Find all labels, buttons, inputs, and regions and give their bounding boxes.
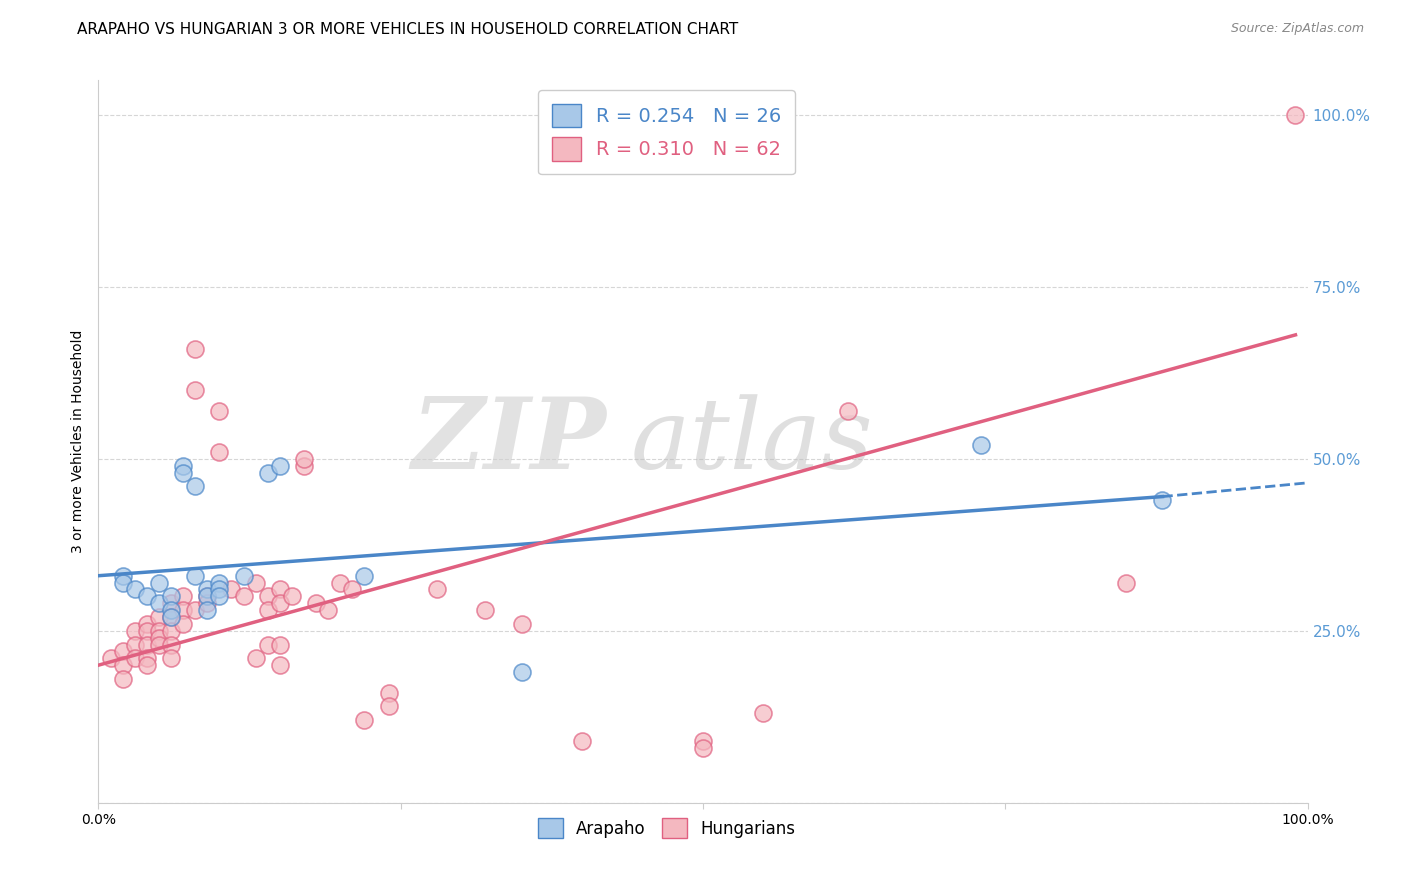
Point bbox=[135, 651, 157, 665]
Point bbox=[245, 575, 267, 590]
Point bbox=[124, 651, 146, 665]
Point bbox=[148, 610, 170, 624]
Point bbox=[208, 403, 231, 417]
Point bbox=[135, 658, 157, 673]
Point bbox=[256, 590, 278, 604]
Point bbox=[172, 616, 194, 631]
Point bbox=[970, 438, 993, 452]
Point bbox=[232, 568, 254, 582]
Point bbox=[269, 638, 291, 652]
Point bbox=[172, 590, 194, 604]
Point bbox=[195, 582, 218, 597]
Point bbox=[111, 658, 134, 673]
Point bbox=[172, 603, 194, 617]
Point bbox=[329, 575, 352, 590]
Point bbox=[111, 644, 134, 658]
Point bbox=[172, 458, 194, 473]
Point bbox=[692, 734, 714, 748]
Point bbox=[148, 638, 170, 652]
Point bbox=[571, 734, 593, 748]
Point bbox=[474, 603, 496, 617]
Point bbox=[195, 596, 218, 610]
Point bbox=[195, 590, 218, 604]
Point bbox=[124, 582, 146, 597]
Point bbox=[135, 638, 157, 652]
Point bbox=[377, 699, 399, 714]
Point bbox=[426, 582, 449, 597]
Point bbox=[184, 479, 207, 493]
Point bbox=[160, 651, 183, 665]
Point bbox=[148, 596, 170, 610]
Point bbox=[208, 590, 231, 604]
Point bbox=[148, 575, 170, 590]
Point bbox=[269, 658, 291, 673]
Point bbox=[269, 582, 291, 597]
Point bbox=[510, 665, 533, 679]
Point bbox=[160, 610, 183, 624]
Point bbox=[221, 582, 243, 597]
Point bbox=[269, 458, 291, 473]
Point bbox=[195, 603, 218, 617]
Point bbox=[111, 672, 134, 686]
Legend: Arapaho, Hungarians: Arapaho, Hungarians bbox=[531, 812, 803, 845]
Point bbox=[752, 706, 775, 721]
Point bbox=[184, 383, 207, 397]
Point bbox=[305, 596, 328, 610]
Point bbox=[353, 713, 375, 727]
Point bbox=[160, 610, 183, 624]
Point bbox=[160, 603, 183, 617]
Point bbox=[245, 651, 267, 665]
Point bbox=[208, 582, 231, 597]
Point bbox=[510, 616, 533, 631]
Point bbox=[232, 590, 254, 604]
Point bbox=[316, 603, 339, 617]
Point bbox=[148, 624, 170, 638]
Point bbox=[692, 740, 714, 755]
Point bbox=[292, 458, 315, 473]
Point bbox=[184, 568, 207, 582]
Point bbox=[195, 590, 218, 604]
Point bbox=[124, 638, 146, 652]
Point bbox=[148, 631, 170, 645]
Point bbox=[160, 596, 183, 610]
Text: atlas: atlas bbox=[630, 394, 873, 489]
Point bbox=[377, 686, 399, 700]
Point bbox=[135, 624, 157, 638]
Point bbox=[160, 590, 183, 604]
Point bbox=[160, 638, 183, 652]
Point bbox=[1152, 493, 1174, 508]
Text: Source: ZipAtlas.com: Source: ZipAtlas.com bbox=[1230, 22, 1364, 36]
Point bbox=[160, 624, 183, 638]
Point bbox=[256, 638, 278, 652]
Point bbox=[135, 616, 157, 631]
Point bbox=[111, 568, 134, 582]
Point bbox=[135, 590, 157, 604]
Point bbox=[184, 603, 207, 617]
Point bbox=[256, 466, 278, 480]
Point bbox=[208, 445, 231, 459]
Point bbox=[111, 575, 134, 590]
Point bbox=[208, 575, 231, 590]
Text: ZIP: ZIP bbox=[412, 393, 606, 490]
Point bbox=[184, 342, 207, 356]
Point bbox=[100, 651, 122, 665]
Y-axis label: 3 or more Vehicles in Household: 3 or more Vehicles in Household bbox=[72, 330, 86, 553]
Point bbox=[837, 403, 859, 417]
Point bbox=[281, 590, 304, 604]
Text: ARAPAHO VS HUNGARIAN 3 OR MORE VEHICLES IN HOUSEHOLD CORRELATION CHART: ARAPAHO VS HUNGARIAN 3 OR MORE VEHICLES … bbox=[77, 22, 738, 37]
Point bbox=[1115, 575, 1137, 590]
Point bbox=[353, 568, 375, 582]
Point bbox=[172, 466, 194, 480]
Point bbox=[256, 603, 278, 617]
Point bbox=[342, 582, 364, 597]
Point bbox=[269, 596, 291, 610]
Point bbox=[124, 624, 146, 638]
Point bbox=[1284, 108, 1306, 122]
Point bbox=[292, 451, 315, 466]
